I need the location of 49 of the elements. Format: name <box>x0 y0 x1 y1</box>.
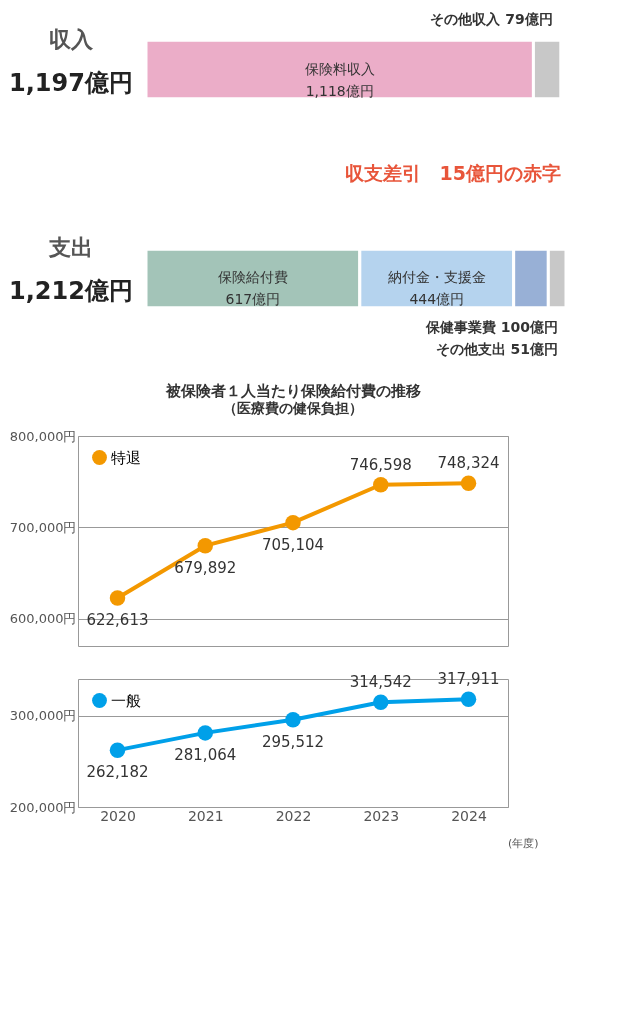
x-axis-title: (年度) <box>507 836 539 850</box>
text: 保健事業費 100億円 <box>425 319 558 336</box>
total-label: 1,197億円 <box>9 68 133 97</box>
y-tick-label: 支出 <box>48 235 93 261</box>
y-tick-label: 200,000円 <box>9 799 77 815</box>
data-label: 622,613 <box>86 610 149 629</box>
data-label: 679,892 <box>174 558 237 577</box>
point <box>109 590 126 606</box>
point <box>109 742 126 758</box>
point <box>460 475 477 491</box>
x-tick-label: 2024 <box>451 807 487 824</box>
data-label: 295,512 <box>261 732 325 751</box>
data-label: 705,104 <box>261 535 325 554</box>
text: その他支出 51億円 <box>435 341 558 358</box>
series-label: 納付金・支援金 <box>387 269 486 286</box>
x-tick-label: 2022 <box>275 807 312 824</box>
data-label: 262,182 <box>86 763 149 782</box>
data-label: 281,064 <box>174 745 237 764</box>
series-label: 保険給付費 <box>217 269 288 286</box>
data-label: 444億円 <box>409 291 465 308</box>
data-label: 617億円 <box>225 291 281 308</box>
point <box>373 477 389 493</box>
legend-label: 特退 <box>111 448 141 467</box>
annotation: 収支差引 15億円の赤字 <box>344 162 561 184</box>
y-tick-label: 収入 <box>49 26 94 52</box>
total-label: 1,212億円 <box>9 277 133 306</box>
data-label: 746,598 <box>349 455 412 474</box>
point <box>197 725 213 741</box>
x-tick-label: 2021 <box>187 807 224 824</box>
y-tick-label: 300,000円 <box>9 708 77 724</box>
text: その他収入 79億円 <box>430 10 553 27</box>
point <box>460 691 477 707</box>
point <box>285 711 301 728</box>
point <box>373 694 389 711</box>
data-label: 314,542 <box>349 673 412 692</box>
point <box>197 537 213 554</box>
data-label: 1,118億円 <box>305 82 374 99</box>
y-tick-label: 800,000円 <box>9 428 77 444</box>
x-tick-label: 2023 <box>363 807 400 824</box>
series-label: 保険料収入 <box>304 60 375 77</box>
y-tick-label: 700,000円 <box>9 519 77 535</box>
x-tick-label: 2020 <box>100 807 136 824</box>
chart-subtitle: （医療費の健保負担） <box>223 400 363 416</box>
data-label: 317,911 <box>437 670 500 689</box>
legend-label: 一般 <box>111 691 141 710</box>
y-tick-label: 600,000円 <box>9 611 77 627</box>
chart-title: 被保険者１人当たり保険給付費の推移 <box>164 382 421 400</box>
data-label: 748,324 <box>437 454 500 473</box>
point <box>285 514 301 531</box>
